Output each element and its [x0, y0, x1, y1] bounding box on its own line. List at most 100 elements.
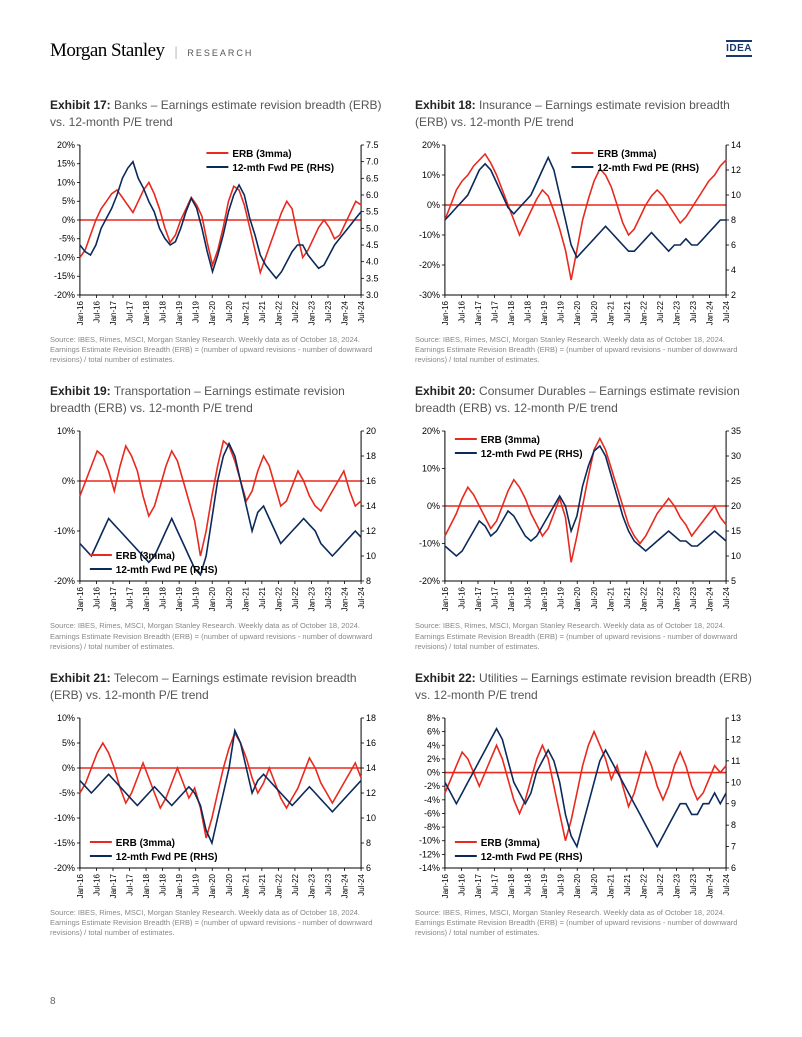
svg-text:10%: 10%: [57, 426, 75, 436]
exhibit: Exhibit 19: Transportation – Earnings es…: [50, 383, 387, 651]
chart: -20%-15%-10%-5%0%5%10%681012141618Jan-16…: [50, 712, 387, 902]
svg-text:3.5: 3.5: [366, 273, 378, 283]
source-note: Source: IBES, Rimes, MSCI, Morgan Stanle…: [50, 335, 387, 365]
svg-text:Jul-19: Jul-19: [557, 873, 566, 895]
svg-text:Jul-18: Jul-18: [524, 300, 533, 322]
svg-text:Jan-24: Jan-24: [341, 300, 350, 325]
svg-text:12-mth Fwd PE (RHS): 12-mth Fwd PE (RHS): [116, 565, 218, 576]
exhibit: Exhibit 17: Banks – Earnings estimate re…: [50, 97, 387, 365]
svg-text:-20%: -20%: [54, 290, 75, 300]
svg-text:Jan-19: Jan-19: [540, 300, 549, 325]
page-header: Morgan Stanley | RESEARCH IDEA: [50, 40, 752, 62]
svg-text:Jan-23: Jan-23: [672, 873, 681, 898]
svg-text:12-mth Fwd PE (RHS): 12-mth Fwd PE (RHS): [116, 852, 218, 863]
svg-text:-15%: -15%: [54, 271, 75, 281]
svg-text:Jul-19: Jul-19: [557, 587, 566, 609]
svg-text:-10%: -10%: [419, 230, 440, 240]
svg-text:20%: 20%: [422, 426, 440, 436]
svg-text:6.0: 6.0: [366, 190, 378, 200]
svg-text:ERB (3mma): ERB (3mma): [232, 149, 291, 160]
svg-text:ERB (3mma): ERB (3mma): [597, 149, 656, 160]
svg-text:ERB (3mma): ERB (3mma): [116, 838, 175, 849]
svg-text:-15%: -15%: [54, 838, 75, 848]
chart: -20%-10%0%10%8101214161820Jan-16Jul-16Ja…: [50, 425, 387, 615]
svg-text:-10%: -10%: [54, 526, 75, 536]
svg-text:-10%: -10%: [54, 813, 75, 823]
svg-text:Jul-22: Jul-22: [656, 873, 665, 895]
svg-text:Jan-17: Jan-17: [474, 587, 483, 612]
svg-text:-8%: -8%: [424, 822, 440, 832]
exhibit-number: Exhibit 20:: [415, 384, 476, 398]
chart: -14%-12%-10%-8%-6%-4%-2%0%2%4%6%8%678910…: [415, 712, 752, 902]
svg-text:0%: 0%: [62, 476, 75, 486]
svg-text:Jul-24: Jul-24: [722, 300, 731, 322]
svg-text:0%: 0%: [427, 767, 440, 777]
svg-text:-10%: -10%: [54, 252, 75, 262]
svg-text:Jan-24: Jan-24: [706, 300, 715, 325]
svg-text:8: 8: [731, 215, 736, 225]
idea-badge: IDEA: [726, 40, 752, 57]
svg-text:Jul-17: Jul-17: [491, 873, 500, 895]
svg-text:5: 5: [731, 576, 736, 586]
svg-text:Jul-24: Jul-24: [357, 873, 366, 895]
brand-separator: |: [175, 45, 178, 61]
svg-text:-6%: -6%: [424, 808, 440, 818]
svg-text:Jul-17: Jul-17: [126, 300, 135, 322]
svg-text:Jul-19: Jul-19: [192, 873, 201, 895]
svg-text:Jul-21: Jul-21: [258, 587, 267, 609]
exhibit-title: Exhibit 17: Banks – Earnings estimate re…: [50, 97, 387, 131]
svg-text:8: 8: [731, 820, 736, 830]
svg-text:Jan-21: Jan-21: [606, 587, 615, 612]
svg-text:Jul-18: Jul-18: [159, 873, 168, 895]
svg-text:-4%: -4%: [424, 795, 440, 805]
svg-text:2: 2: [731, 290, 736, 300]
page-number: 8: [50, 996, 56, 1007]
svg-text:-30%: -30%: [419, 290, 440, 300]
svg-text:25: 25: [731, 476, 741, 486]
svg-text:Jan-19: Jan-19: [175, 300, 184, 325]
exhibit-title: Exhibit 20: Consumer Durables – Earnings…: [415, 383, 752, 417]
svg-text:35: 35: [731, 426, 741, 436]
svg-text:12: 12: [366, 788, 376, 798]
svg-text:-5%: -5%: [59, 788, 75, 798]
svg-text:Jan-22: Jan-22: [639, 300, 648, 325]
svg-text:0%: 0%: [427, 200, 440, 210]
svg-text:Jul-18: Jul-18: [524, 873, 533, 895]
svg-text:Jan-22: Jan-22: [639, 587, 648, 612]
svg-text:Jul-17: Jul-17: [491, 587, 500, 609]
svg-text:Jan-21: Jan-21: [241, 587, 250, 612]
svg-text:Jan-16: Jan-16: [441, 300, 450, 325]
exhibit-grid: Exhibit 17: Banks – Earnings estimate re…: [50, 97, 752, 938]
exhibit-number: Exhibit 17:: [50, 98, 111, 112]
svg-text:Jan-22: Jan-22: [274, 873, 283, 898]
svg-text:Jul-20: Jul-20: [590, 873, 599, 895]
svg-text:Jan-21: Jan-21: [241, 300, 250, 325]
svg-text:Jul-22: Jul-22: [291, 300, 300, 322]
svg-text:6: 6: [366, 863, 371, 873]
svg-text:-20%: -20%: [419, 576, 440, 586]
svg-text:Jan-24: Jan-24: [341, 873, 350, 898]
svg-text:Jul-24: Jul-24: [357, 300, 366, 322]
exhibit-number: Exhibit 22:: [415, 671, 476, 685]
exhibit-title: Exhibit 21: Telecom – Earnings estimate …: [50, 670, 387, 704]
svg-text:Jul-18: Jul-18: [159, 587, 168, 609]
svg-text:Jul-16: Jul-16: [92, 587, 101, 609]
svg-text:10: 10: [366, 813, 376, 823]
svg-text:10: 10: [731, 551, 741, 561]
svg-text:10%: 10%: [422, 170, 440, 180]
exhibit-number: Exhibit 19:: [50, 384, 111, 398]
svg-text:18: 18: [366, 451, 376, 461]
chart: -20%-10%0%10%20%5101520253035Jan-16Jul-1…: [415, 425, 752, 615]
source-note: Source: IBES, Rimes, MSCI, Morgan Stanle…: [415, 335, 752, 365]
svg-text:10: 10: [366, 551, 376, 561]
svg-text:Jan-17: Jan-17: [109, 873, 118, 898]
svg-text:30: 30: [731, 451, 741, 461]
svg-text:Jan-17: Jan-17: [474, 873, 483, 898]
svg-text:Jul-21: Jul-21: [258, 873, 267, 895]
svg-text:Jul-16: Jul-16: [457, 300, 466, 322]
svg-text:20: 20: [366, 426, 376, 436]
exhibit-title: Exhibit 22: Utilities – Earnings estimat…: [415, 670, 752, 704]
brand-name: Morgan Stanley: [50, 40, 165, 62]
source-note: Source: IBES, Rimes, MSCI, Morgan Stanle…: [50, 621, 387, 651]
svg-text:2%: 2%: [427, 754, 440, 764]
